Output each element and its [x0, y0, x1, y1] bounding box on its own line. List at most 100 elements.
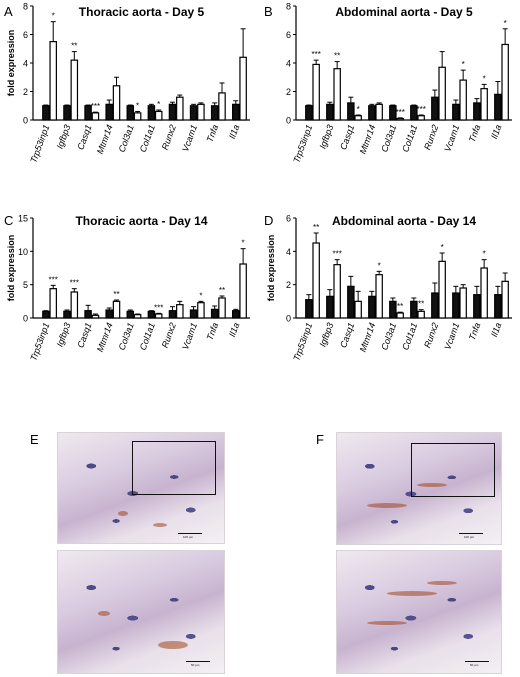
bar [312, 63, 320, 121]
micrograph-e-zoom: 50 µm [57, 550, 225, 674]
bar [42, 310, 50, 319]
chart-title: Thoracic aorta - Day 14 [75, 214, 207, 228]
significance-marker: * [504, 19, 507, 28]
zoom-inset-box [132, 441, 216, 495]
y-axis-label: fold expression [6, 30, 16, 97]
y-tick-label: 6 [286, 30, 291, 40]
category-label: Runx2 [422, 123, 440, 151]
category-label: Vcam1 [180, 123, 199, 153]
category-label: Trp53inp1 [28, 321, 51, 362]
panel-label-d: D [264, 213, 273, 228]
y-tick-label: 6 [23, 30, 28, 40]
category-label: Tnfa [467, 123, 483, 143]
category-label: Igfbp3 [55, 123, 73, 150]
significance-marker: *** [416, 105, 425, 114]
bar [154, 110, 163, 121]
panel-label-e: E [30, 432, 39, 447]
category-label: Il1a [489, 321, 503, 338]
bar [70, 291, 79, 319]
bar [210, 308, 219, 319]
category-label: Igfbp3 [317, 123, 335, 150]
y-tick-label: 0 [23, 116, 28, 126]
bar [389, 300, 397, 319]
category-label: Col1a1 [138, 123, 157, 153]
bar [197, 103, 205, 121]
bar [368, 105, 376, 121]
bar [49, 41, 57, 121]
category-label: Trp53inp1 [291, 321, 314, 362]
bar [354, 300, 362, 319]
bar [232, 103, 240, 121]
panel-label-a: A [4, 4, 13, 19]
significance-marker: *** [311, 50, 320, 59]
chart-title: Abdominal aorta - Day 14 [332, 214, 476, 228]
category-label: Igfbp3 [55, 321, 73, 348]
category-label: Tnfa [205, 321, 221, 341]
significance-marker: * [357, 105, 360, 114]
category-label: Casq1 [75, 321, 93, 349]
y-tick-label: 2 [23, 87, 28, 97]
bar [459, 79, 467, 121]
chart-title: Thoracic aorta - Day 5 [79, 5, 205, 19]
significance-marker: * [199, 291, 202, 300]
category-label: Col1a1 [400, 321, 419, 351]
y-tick-label: 4 [286, 247, 291, 257]
category-label: Casq1 [338, 123, 356, 151]
bar [42, 105, 50, 121]
bar [147, 105, 156, 121]
significance-marker: ** [334, 52, 340, 61]
category-label: Vcam1 [180, 321, 199, 351]
bar [333, 264, 341, 319]
category-label: Mtmr14 [95, 321, 115, 353]
scale-bar-label: 100 µm [183, 535, 194, 539]
bar [452, 103, 460, 121]
category-label: Igfbp3 [317, 321, 335, 348]
bar [368, 295, 376, 319]
bar [354, 115, 362, 121]
bar [84, 310, 92, 319]
micrograph-f-overview: 100 µm [336, 432, 502, 545]
category-label: Col1a1 [400, 123, 419, 153]
y-tick-label: 0 [286, 314, 291, 324]
category-label: Col3a1 [117, 123, 136, 153]
category-label: Trp53inp1 [28, 123, 51, 164]
bar [431, 96, 439, 121]
bar [63, 105, 71, 121]
y-tick-label: 6 [286, 214, 291, 224]
category-label: Col3a1 [379, 321, 398, 351]
bar [480, 267, 488, 319]
bar [168, 103, 177, 121]
bar [410, 300, 418, 319]
micrograph-e-overview: 100 µm [57, 432, 225, 544]
category-label: Casq1 [75, 123, 93, 151]
bar [218, 92, 226, 121]
panel-label-b: B [264, 4, 273, 19]
micrograph-f-zoom: 50 µm [336, 550, 502, 674]
category-label: Casq1 [338, 321, 356, 349]
bar [176, 304, 184, 319]
bar [459, 287, 467, 319]
category-label: Mtmr14 [358, 321, 378, 353]
bar [105, 103, 113, 121]
bar [396, 117, 404, 121]
category-label: Col1a1 [138, 321, 157, 351]
significance-marker: ** [113, 290, 119, 299]
bar [91, 112, 100, 121]
y-axis-label: fold expression [6, 235, 16, 302]
category-label: Il1a [489, 123, 503, 140]
y-tick-label: 4 [286, 59, 291, 69]
category-label: Col3a1 [117, 321, 136, 351]
significance-marker: ** [313, 223, 319, 232]
bar [63, 310, 71, 319]
bar [438, 66, 446, 121]
significance-marker: * [378, 261, 381, 270]
y-axis-label: fold expression [266, 235, 276, 302]
bar [326, 103, 334, 121]
bar [126, 105, 135, 121]
bar [375, 274, 383, 319]
zoom-inset-box [411, 443, 495, 497]
bar [70, 59, 79, 121]
bar [232, 310, 240, 319]
bar [218, 297, 226, 319]
